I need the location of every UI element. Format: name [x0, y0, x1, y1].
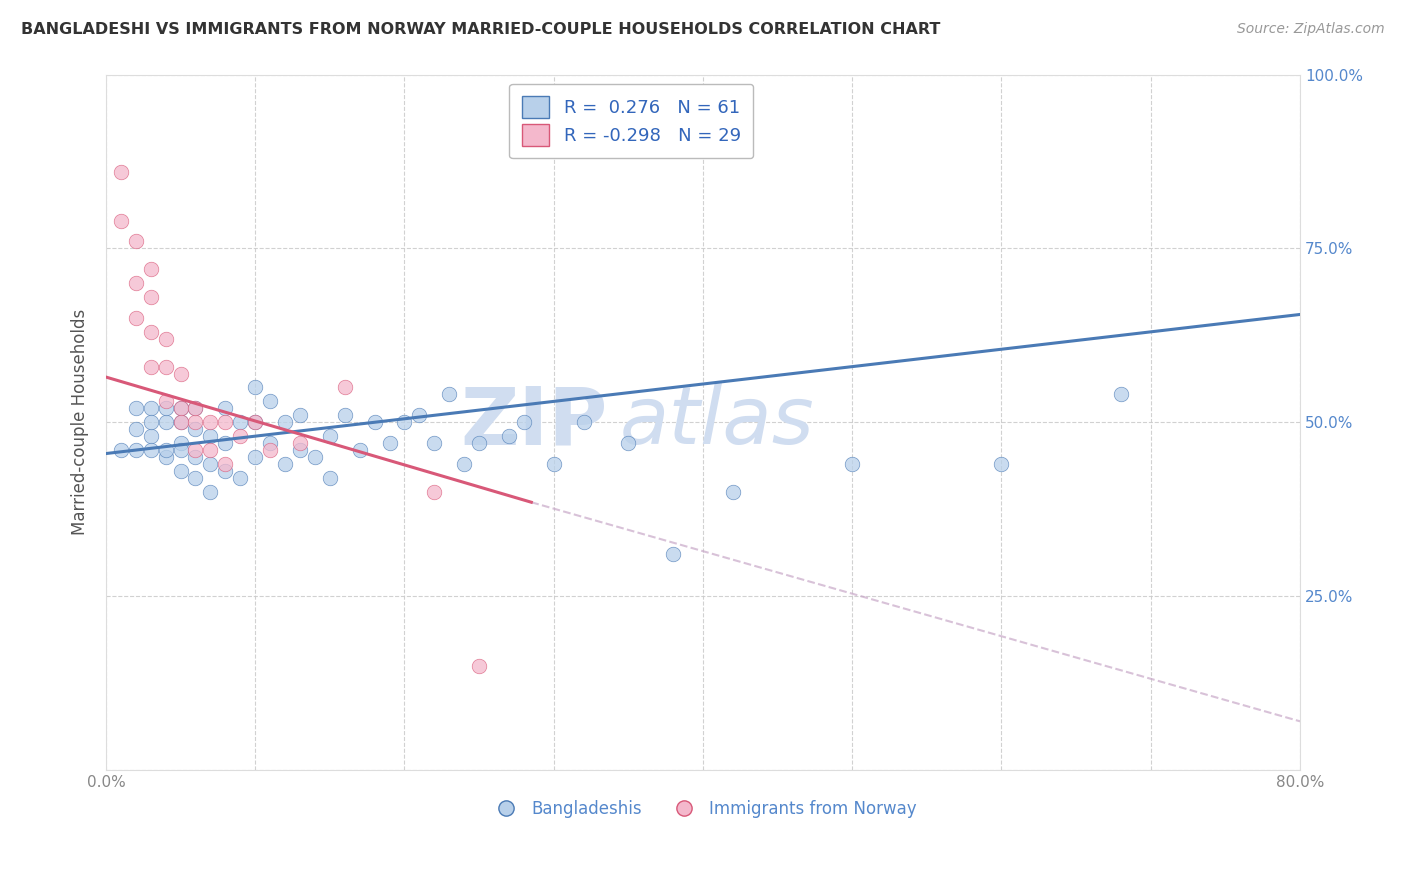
Point	[184, 401, 207, 416]
Point	[139, 429, 162, 443]
Point	[125, 235, 148, 249]
Text: Source: ZipAtlas.com: Source: ZipAtlas.com	[1237, 22, 1385, 37]
Point	[139, 325, 162, 339]
Point	[184, 450, 207, 464]
Text: atlas: atlas	[620, 384, 814, 461]
Point	[319, 429, 342, 443]
Point	[617, 436, 640, 450]
Point	[349, 443, 371, 458]
Point	[363, 415, 385, 429]
Point	[169, 436, 191, 450]
Point	[243, 380, 266, 394]
Point	[214, 464, 236, 478]
Point	[498, 429, 520, 443]
Point	[423, 436, 446, 450]
Point	[155, 415, 177, 429]
Point	[229, 471, 252, 485]
Point	[125, 443, 148, 458]
Point	[200, 429, 222, 443]
Point	[169, 415, 191, 429]
Point	[110, 165, 132, 179]
Point	[125, 401, 148, 416]
Point	[229, 415, 252, 429]
Point	[259, 394, 281, 409]
Point	[274, 457, 297, 471]
Point	[243, 415, 266, 429]
Point	[214, 457, 236, 471]
Point	[169, 367, 191, 381]
Point	[139, 415, 162, 429]
Point	[169, 401, 191, 416]
Point	[408, 409, 430, 423]
Point	[155, 394, 177, 409]
Point	[110, 213, 132, 227]
Point	[169, 443, 191, 458]
Point	[214, 415, 236, 429]
Point	[333, 380, 356, 394]
Point	[572, 415, 595, 429]
Point	[468, 436, 491, 450]
Point	[1109, 387, 1132, 401]
Point	[169, 401, 191, 416]
Point	[155, 443, 177, 458]
Point	[184, 401, 207, 416]
Point	[125, 310, 148, 325]
Point	[259, 436, 281, 450]
Point	[841, 457, 863, 471]
Point	[468, 658, 491, 673]
Point	[229, 429, 252, 443]
Point	[243, 415, 266, 429]
Point	[155, 332, 177, 346]
Point	[200, 484, 222, 499]
Point	[139, 290, 162, 304]
Point	[990, 457, 1012, 471]
Point	[139, 359, 162, 374]
Point	[543, 457, 565, 471]
Point	[394, 415, 416, 429]
Point	[288, 436, 311, 450]
Point	[319, 471, 342, 485]
Point	[214, 401, 236, 416]
Point	[274, 415, 297, 429]
Point	[214, 436, 236, 450]
Point	[288, 409, 311, 423]
Point	[200, 443, 222, 458]
Point	[259, 443, 281, 458]
Y-axis label: Married-couple Households: Married-couple Households	[72, 310, 89, 535]
Point	[437, 387, 460, 401]
Point	[200, 457, 222, 471]
Point	[139, 443, 162, 458]
Point	[169, 464, 191, 478]
Point	[288, 443, 311, 458]
Point	[453, 457, 475, 471]
Point	[243, 450, 266, 464]
Point	[423, 484, 446, 499]
Point	[155, 401, 177, 416]
Point	[184, 415, 207, 429]
Text: ZIP: ZIP	[460, 384, 607, 461]
Point	[378, 436, 401, 450]
Point	[139, 262, 162, 277]
Text: BANGLADESHI VS IMMIGRANTS FROM NORWAY MARRIED-COUPLE HOUSEHOLDS CORRELATION CHAR: BANGLADESHI VS IMMIGRANTS FROM NORWAY MA…	[21, 22, 941, 37]
Point	[200, 415, 222, 429]
Point	[155, 359, 177, 374]
Point	[125, 276, 148, 290]
Point	[304, 450, 326, 464]
Point	[513, 415, 536, 429]
Legend: Bangladeshis, Immigrants from Norway: Bangladeshis, Immigrants from Norway	[484, 793, 922, 824]
Point	[662, 548, 685, 562]
Point	[110, 443, 132, 458]
Point	[721, 484, 744, 499]
Point	[139, 401, 162, 416]
Point	[333, 409, 356, 423]
Point	[125, 422, 148, 436]
Point	[184, 471, 207, 485]
Point	[184, 443, 207, 458]
Point	[169, 415, 191, 429]
Point	[184, 422, 207, 436]
Point	[155, 450, 177, 464]
